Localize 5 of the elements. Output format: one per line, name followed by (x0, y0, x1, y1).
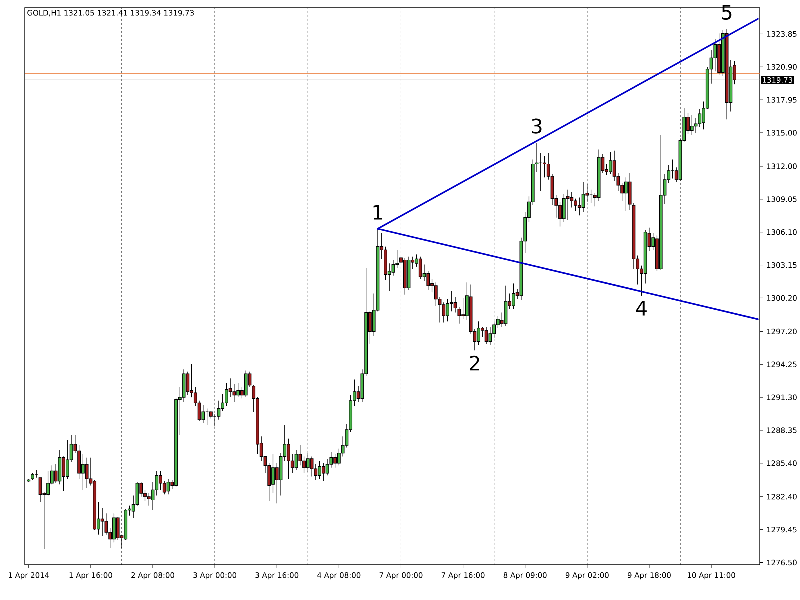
annotation: 1 (374, 205, 382, 220)
annotation: 4 (636, 301, 647, 316)
annotation: 3 (532, 118, 542, 134)
annotation: 5 (722, 5, 732, 20)
annotation: 2 (470, 356, 480, 371)
